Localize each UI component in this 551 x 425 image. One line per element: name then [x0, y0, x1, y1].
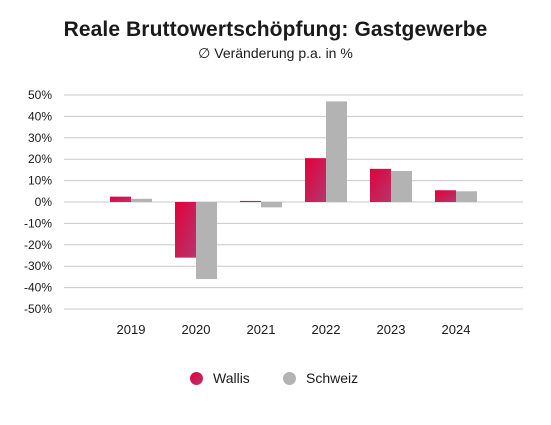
- legend: Wallis Schweiz: [0, 370, 551, 392]
- y-tick-label: 20%: [28, 152, 52, 166]
- x-tick-label: 2023: [377, 322, 406, 337]
- bar-schweiz-2019: [131, 198, 152, 202]
- y-tick-label: -10%: [24, 216, 52, 230]
- y-tick-label: 50%: [28, 88, 52, 102]
- x-tick-label: 2022: [312, 322, 341, 337]
- y-axis-ticks: 50% 40% 30% 20% 10% 0% -10% -20% -30% -40% -50%: [24, 88, 52, 316]
- bars: [110, 101, 477, 280]
- y-tick-label: -50%: [24, 302, 52, 316]
- legend-item-schweiz: Schweiz: [283, 370, 358, 386]
- bar-wallis-2020: [175, 202, 196, 258]
- x-tick-label: 2019: [117, 322, 146, 337]
- x-tick-label: 2021: [247, 322, 276, 337]
- legend-label-schweiz: Schweiz: [306, 370, 359, 386]
- bar-wallis-2021: [240, 200, 261, 202]
- x-axis-ticks: 2019 2020 2021 2022 2023 2024: [117, 322, 471, 337]
- bar-wallis-2023: [370, 168, 391, 202]
- bar-schweiz-2023: [391, 170, 412, 202]
- bar-schweiz-2024: [456, 191, 477, 202]
- bar-schweiz-2022: [326, 101, 347, 202]
- bar-schweiz-2020: [196, 202, 217, 280]
- y-tick-label: -30%: [24, 259, 52, 273]
- bar-schweiz-2021: [261, 202, 282, 208]
- legend-marker-wallis: [190, 371, 203, 385]
- x-tick-label: 2024: [442, 322, 471, 337]
- chart-subtitle: ∅ Veränderung p.a. in %: [198, 45, 353, 61]
- y-tick-label: 0%: [35, 195, 53, 209]
- legend-label-wallis: Wallis: [213, 370, 250, 386]
- legend-marker-schweiz: [283, 371, 296, 385]
- y-tick-label: 40%: [28, 109, 52, 123]
- y-tick-label: -20%: [24, 238, 52, 252]
- bar-wallis-2024: [435, 190, 456, 202]
- y-tick-label: -40%: [24, 281, 52, 295]
- bar-wallis-2019: [110, 196, 131, 202]
- x-tick-label: 2020: [182, 322, 211, 337]
- y-tick-label: 30%: [28, 131, 52, 145]
- chart-title: Reale Bruttowertschöpfung: Gastgewerbe: [63, 18, 488, 41]
- y-tick-label: 10%: [28, 174, 52, 188]
- bar-wallis-2022: [305, 158, 326, 202]
- legend-item-wallis: Wallis: [190, 370, 250, 386]
- grid-lines: [64, 94, 523, 310]
